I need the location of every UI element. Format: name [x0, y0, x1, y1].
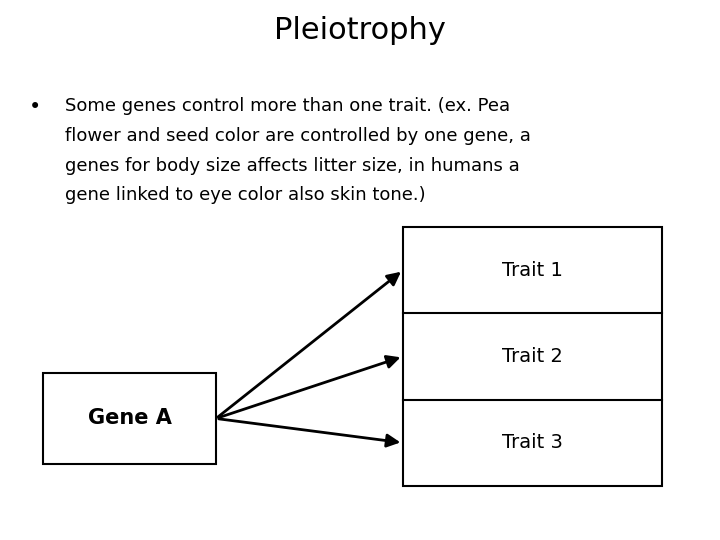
- Text: •: •: [29, 97, 41, 117]
- Text: Gene A: Gene A: [88, 408, 171, 429]
- Text: Trait 2: Trait 2: [503, 347, 563, 366]
- Text: Trait 3: Trait 3: [503, 433, 563, 453]
- Bar: [403, 227, 662, 486]
- Text: Trait 1: Trait 1: [503, 260, 563, 280]
- Bar: [43, 373, 216, 464]
- Text: genes for body size affects litter size, in humans a: genes for body size affects litter size,…: [65, 157, 520, 174]
- Text: Some genes control more than one trait. (ex. Pea: Some genes control more than one trait. …: [65, 97, 510, 115]
- Text: gene linked to eye color also skin tone.): gene linked to eye color also skin tone.…: [65, 186, 426, 204]
- Text: Pleiotrophy: Pleiotrophy: [274, 16, 446, 45]
- Text: flower and seed color are controlled by one gene, a: flower and seed color are controlled by …: [65, 127, 531, 145]
